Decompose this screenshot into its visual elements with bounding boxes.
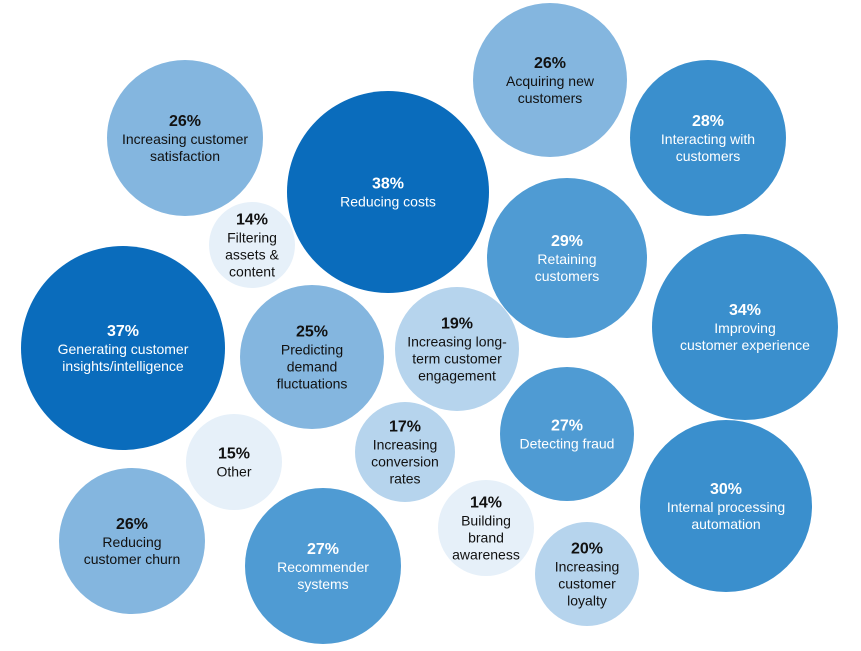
bubble-circle — [186, 414, 282, 510]
bubble-label: Retaining — [537, 251, 596, 267]
bubble-value: 30% — [710, 481, 742, 498]
bubble-circle — [245, 488, 401, 644]
bubble: 19%Increasing long-term customerengageme… — [395, 287, 519, 411]
bubble-label: Internal processing — [667, 499, 785, 515]
bubble-label: customer experience — [680, 337, 810, 353]
bubble-value: 26% — [534, 55, 566, 72]
bubble-circle — [209, 202, 295, 288]
bubble-label: systems — [297, 576, 348, 592]
bubble-circle — [630, 60, 786, 216]
bubble-circle — [355, 402, 455, 502]
bubble-value: 20% — [571, 541, 603, 558]
bubble-label: Increasing — [555, 559, 620, 575]
bubble-circle — [395, 287, 519, 411]
bubble-value: 37% — [107, 323, 139, 340]
bubble-value: 14% — [236, 212, 268, 229]
bubble-label: rates — [389, 471, 420, 487]
bubble: 38%Reducing costs — [287, 91, 489, 293]
bubble-label: Increasing customer — [122, 131, 248, 147]
bubble: 15%Other — [186, 414, 282, 510]
bubble-label: Building — [461, 513, 511, 529]
bubble-label: customer churn — [84, 551, 180, 567]
bubble-value: 34% — [729, 302, 761, 319]
bubble-label: engagement — [418, 368, 496, 384]
bubble-value: 15% — [218, 446, 250, 463]
bubble-value: 27% — [551, 418, 583, 435]
bubble-label: term customer — [412, 351, 502, 367]
bubble-label: Generating customer — [58, 341, 189, 357]
bubble-value: 26% — [116, 516, 148, 533]
bubble-value: 29% — [551, 233, 583, 250]
bubble-label: Reducing costs — [340, 194, 436, 210]
bubble-value: 27% — [307, 541, 339, 558]
bubble-label: Detecting fraud — [520, 436, 615, 452]
bubble-label: Recommender — [277, 559, 369, 575]
bubble-value: 19% — [441, 316, 473, 333]
bubble-label: Increasing — [373, 437, 438, 453]
bubble-label: customers — [535, 268, 600, 284]
bubble-label: Predicting — [281, 342, 343, 358]
bubble-label: automation — [691, 516, 760, 532]
bubble-label: customers — [518, 90, 583, 106]
bubble-value: 38% — [372, 176, 404, 193]
bubble-circle — [21, 246, 225, 450]
bubble-label: satisfaction — [150, 148, 220, 164]
bubble-label: insights/intelligence — [62, 358, 184, 374]
bubble-value: 17% — [389, 419, 421, 436]
bubble-value: 28% — [692, 113, 724, 130]
bubble-circle — [438, 480, 534, 576]
bubble-label: awareness — [452, 547, 520, 563]
bubble-label: Filtering — [227, 230, 277, 246]
bubble-circle — [287, 91, 489, 293]
bubble-value: 25% — [296, 324, 328, 341]
bubble-value: 26% — [169, 113, 201, 130]
bubble-label: conversion — [371, 454, 439, 470]
bubble-label: Increasing long- — [407, 334, 507, 350]
bubble-circle — [240, 285, 384, 429]
bubble-label: Other — [216, 464, 251, 480]
bubble-circle — [500, 367, 634, 501]
bubble-circle — [535, 522, 639, 626]
bubble-label: brand — [468, 530, 504, 546]
bubble-label: fluctuations — [277, 376, 348, 392]
bubble-circle — [640, 420, 812, 592]
bubble-circle — [59, 468, 205, 614]
bubble-label: content — [229, 264, 275, 280]
bubble: 27%Detecting fraud — [500, 367, 634, 501]
bubble-circle — [487, 178, 647, 338]
bubble-circle — [473, 3, 627, 157]
bubble-circle — [652, 234, 838, 420]
bubble-label: customers — [676, 148, 741, 164]
bubble-label: customer — [558, 576, 616, 592]
bubble-label: demand — [287, 359, 338, 375]
bubble-circle — [107, 60, 263, 216]
bubble-label: Reducing — [102, 534, 161, 550]
bubble: 37%Generating customerinsights/intellige… — [21, 246, 225, 450]
bubble-label: loyalty — [567, 593, 607, 609]
bubble-label: Acquiring new — [506, 73, 595, 89]
bubble-value: 14% — [470, 495, 502, 512]
bubble-label: assets & — [225, 247, 279, 263]
bubble-label: Interacting with — [661, 131, 755, 147]
bubble-label: Improving — [714, 320, 775, 336]
